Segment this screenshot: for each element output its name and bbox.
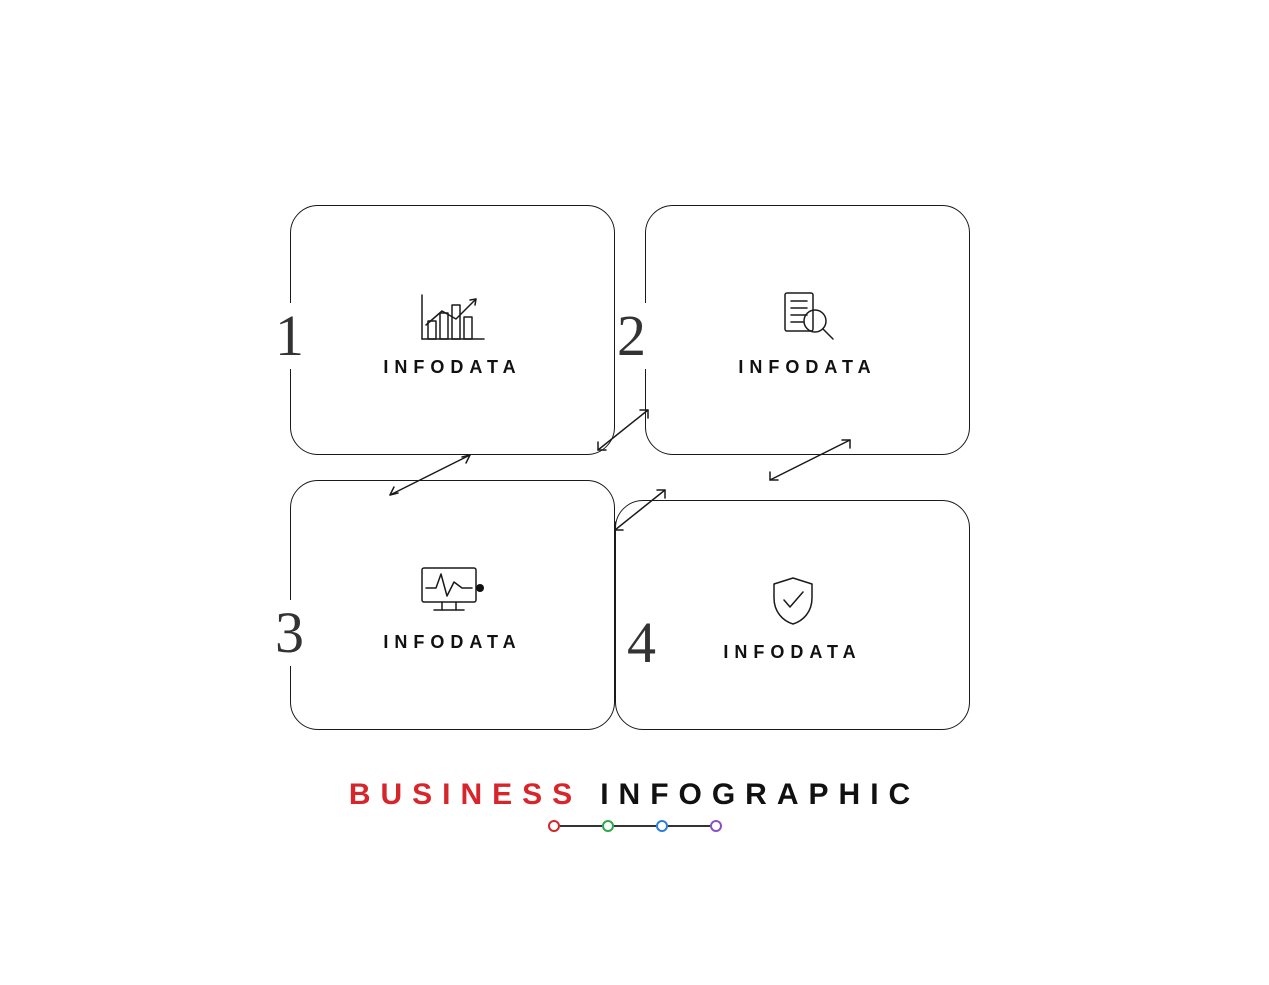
shield-check-icon (768, 568, 818, 628)
dot-1 (548, 820, 560, 832)
step-number-3: 3 (273, 600, 306, 666)
dot-2 (602, 820, 614, 832)
step-number-1: 1 (273, 303, 306, 369)
doc-search-icon (775, 283, 841, 343)
panel-1: INFODATA (290, 205, 615, 455)
dot-4 (710, 820, 722, 832)
step-number-4: 4 (625, 610, 658, 676)
monitor-pulse-icon (414, 558, 492, 618)
step-number-2: 2 (615, 303, 648, 369)
accent-dots (548, 820, 722, 832)
bar-growth-icon (418, 283, 488, 343)
panel-2: INFODATA (645, 205, 970, 455)
panel-4-label: INFODATA (723, 642, 861, 663)
title-word-1: BUSINESS (349, 778, 582, 811)
panel-3: INFODATA (290, 480, 615, 730)
panel-1-label: INFODATA (383, 357, 521, 378)
title-block: BUSINESS INFOGRAPHIC (0, 778, 1269, 812)
connector-arrows (0, 0, 1269, 985)
panel-3-label: INFODATA (383, 632, 521, 653)
title-word-2: INFOGRAPHIC (600, 778, 920, 811)
panel-2-label: INFODATA (738, 357, 876, 378)
dot-3 (656, 820, 668, 832)
infographic-canvas: INFODATA INFODATA (0, 0, 1269, 980)
panel-4: INFODATA (615, 500, 970, 730)
